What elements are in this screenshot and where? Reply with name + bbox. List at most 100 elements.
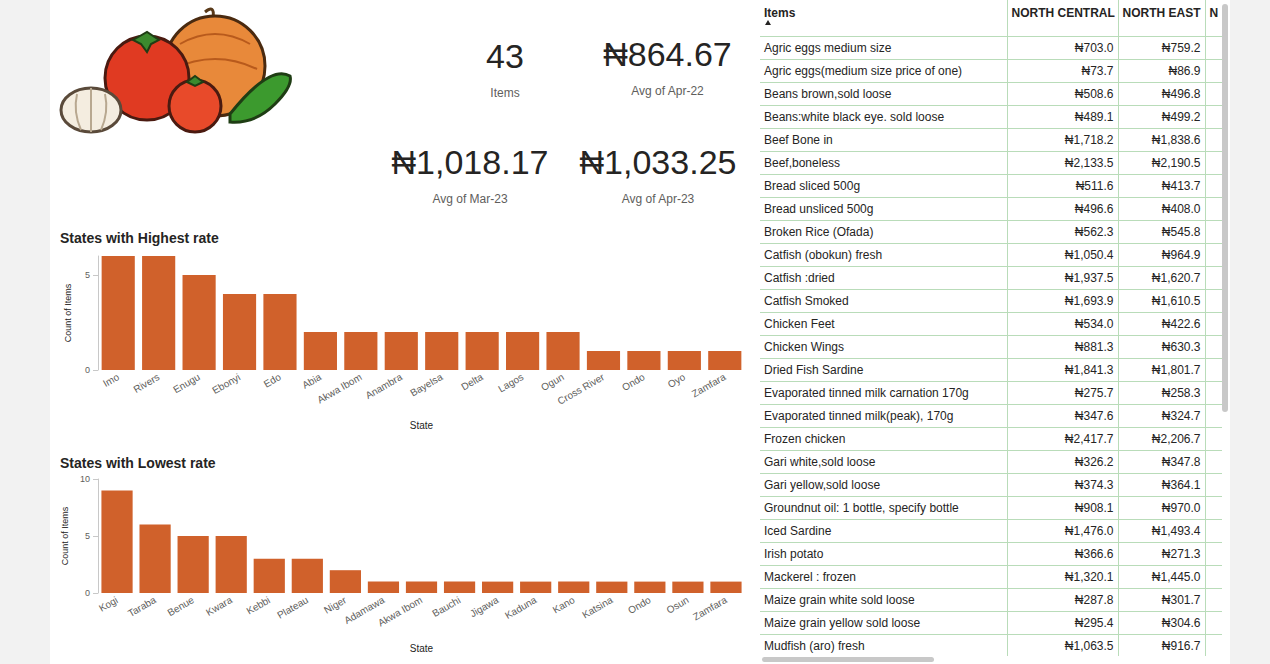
- html-text:Broken Rice (Ofada): Broken Rice (Ofada): [764, 225, 874, 239]
- html-text:₦1,838.6: ₦1,838.6: [1151, 133, 1201, 147]
- svg-text:0: 0: [85, 365, 90, 375]
- html-text:Catfish Smoked: Catfish Smoked: [764, 294, 849, 308]
- html-text:NORTH CENTRAL: NORTH CENTRAL: [1011, 6, 1115, 20]
- svg-text:5: 5: [85, 531, 90, 541]
- svg-text:Rivers: Rivers: [131, 371, 161, 395]
- svg-text:Kogi: Kogi: [97, 594, 120, 614]
- html-text:Agric eggs(medium size price o: Agric eggs(medium size price of one): [764, 64, 963, 78]
- svg-text:Kaduna: Kaduna: [503, 594, 539, 621]
- svg-text:State: State: [410, 420, 434, 431]
- svg-text:Kano: Kano: [551, 594, 577, 615]
- svg-text:States with Highest rate: States with Highest rate: [60, 230, 219, 246]
- html-text:₦1,841.3: ₦1,841.3: [1064, 363, 1114, 377]
- html-text:₦413.7: ₦413.7: [1161, 179, 1201, 193]
- svg-text:Kwara: Kwara: [204, 594, 234, 618]
- svg-text:Abia: Abia: [300, 371, 323, 391]
- html-text:₦499.2: ₦499.2: [1161, 110, 1201, 124]
- svg-text:Plateau: Plateau: [275, 594, 310, 620]
- html-text:₦630.3: ₦630.3: [1161, 340, 1201, 354]
- html-text:₦408.0: ₦408.0: [1161, 202, 1201, 216]
- html-text:₦1,610.5: ₦1,610.5: [1151, 294, 1201, 308]
- svg-text:Ebonyi: Ebonyi: [210, 371, 242, 396]
- html-text:₦881.3: ₦881.3: [1074, 340, 1114, 354]
- svg-text:Benue: Benue: [165, 594, 196, 618]
- html-text:₦86.9: ₦86.9: [1168, 64, 1201, 78]
- html-text:43: 43: [486, 37, 524, 75]
- html-text:Beans brown,sold loose: Beans brown,sold loose: [764, 87, 892, 101]
- html-text:Dried Fish Sardine: Dried Fish Sardine: [764, 363, 864, 377]
- html-text:NORTH EAST: NORTH EAST: [1122, 6, 1201, 20]
- html-text:Chicken Wings: Chicken Wings: [764, 340, 844, 354]
- svg-text:State: State: [410, 643, 434, 654]
- svg-text:Lagos: Lagos: [496, 371, 525, 394]
- svg-text:5: 5: [85, 270, 90, 280]
- svg-text:Bauchi: Bauchi: [430, 594, 462, 619]
- html-text:₦703.0: ₦703.0: [1074, 41, 1114, 55]
- svg-text:Ondo: Ondo: [626, 594, 653, 616]
- svg-text:Edo: Edo: [262, 371, 283, 390]
- html-text:₦2,133.5: ₦2,133.5: [1064, 156, 1114, 170]
- svg-text:Akwa Ibom: Akwa Ibom: [315, 371, 363, 405]
- html-text:₦964.9: ₦964.9: [1161, 248, 1201, 262]
- html-text:₦1,693.9: ₦1,693.9: [1064, 294, 1114, 308]
- html-text:Bread sliced 500g: Bread sliced 500g: [764, 179, 861, 193]
- svg-text:Ogun: Ogun: [539, 371, 566, 393]
- svg-text:10: 10: [80, 474, 90, 484]
- svg-text:Enugu: Enugu: [171, 371, 202, 395]
- html-text:₦1,801.7: ₦1,801.7: [1151, 363, 1201, 377]
- svg-text:Zamfara: Zamfara: [691, 594, 729, 622]
- html-text:₦1,718.2: ₦1,718.2: [1064, 133, 1114, 147]
- svg-text:Osun: Osun: [664, 594, 690, 615]
- html-text:₦534.0: ₦534.0: [1074, 317, 1114, 331]
- svg-text:Ondo: Ondo: [620, 371, 647, 393]
- html-text:Agric eggs medium size: Agric eggs medium size: [764, 41, 892, 55]
- html-text:₦1,050.4: ₦1,050.4: [1064, 248, 1114, 262]
- html-text:₦511.6: ₦511.6: [1075, 179, 1114, 193]
- svg-text:Imo: Imo: [101, 371, 121, 389]
- svg-text:Taraba: Taraba: [126, 594, 158, 619]
- svg-text:Oyo: Oyo: [666, 371, 688, 390]
- html-text:Chicken Feet: Chicken Feet: [764, 317, 835, 331]
- svg-text:0: 0: [85, 588, 90, 598]
- svg-text:Jigawa: Jigawa: [468, 594, 501, 619]
- html-text:₦508.6: ₦508.6: [1074, 87, 1114, 101]
- html-text:₦1,018.17: ₦1,018.17: [391, 143, 549, 181]
- svg-text:Count of Items: Count of Items: [60, 506, 70, 565]
- html-text:₦1,620.7: ₦1,620.7: [1151, 271, 1201, 285]
- svg-text:Zamfara: Zamfara: [690, 371, 728, 399]
- svg-text:Kebbi: Kebbi: [244, 594, 272, 616]
- html-text:Items: Items: [764, 6, 796, 20]
- svg-text:Cross River: Cross River: [556, 371, 607, 407]
- svg-text:States with Lowest rate: States with Lowest rate: [60, 455, 216, 471]
- svg-text:Akwa Ibom: Akwa Ibom: [376, 594, 424, 628]
- html-text:₦496.8: ₦496.8: [1161, 87, 1201, 101]
- html-text:Avg of Apr-22: Avg of Apr-22: [631, 84, 704, 98]
- html-text:₦562.3: ₦562.3: [1074, 225, 1114, 239]
- html-text:₦545.8: ₦545.8: [1161, 225, 1201, 239]
- html-text:₦422.6: ₦422.6: [1161, 317, 1201, 331]
- html-text:Beef Bone in: Beef Bone in: [764, 133, 833, 147]
- svg-text:Bayelsa: Bayelsa: [408, 371, 445, 399]
- html-text:Catfish :dried: Catfish :dried: [764, 271, 835, 285]
- svg-text:Delta: Delta: [459, 371, 485, 392]
- html-text:₦759.2: ₦759.2: [1161, 41, 1201, 55]
- svg-text:Anambra: Anambra: [363, 371, 404, 401]
- svg-text:Niger: Niger: [322, 594, 349, 616]
- html-text:Catfish (obokun) fresh: Catfish (obokun) fresh: [764, 248, 883, 262]
- html-text:₦864.67: ₦864.67: [603, 35, 732, 73]
- html-text:₦489.1: ₦489.1: [1074, 110, 1114, 124]
- html-text:Beans:white black eye. sold lo: Beans:white black eye. sold loose: [764, 110, 945, 124]
- html-text:Items: Items: [490, 86, 520, 100]
- html-text:Avg of Apr-23: Avg of Apr-23: [621, 192, 695, 206]
- html-text:₦73.7: ₦73.7: [1081, 64, 1114, 78]
- svg-text:Adamawa: Adamawa: [342, 594, 387, 626]
- html-text:₦496.6: ₦496.6: [1074, 202, 1114, 216]
- html-text:Bread unsliced 500g: Bread unsliced 500g: [764, 202, 874, 216]
- html-text:₦2,190.5: ₦2,190.5: [1151, 156, 1201, 170]
- html-text:Avg of Mar-23: Avg of Mar-23: [432, 192, 508, 206]
- html-text:₦1,937.5: ₦1,937.5: [1064, 271, 1114, 285]
- html-text:₦1,033.25: ₦1,033.25: [579, 143, 737, 181]
- svg-text:Count of Items: Count of Items: [63, 283, 73, 342]
- html-text:Beef,boneless: Beef,boneless: [764, 156, 841, 170]
- svg-text:Katsina: Katsina: [580, 594, 615, 620]
